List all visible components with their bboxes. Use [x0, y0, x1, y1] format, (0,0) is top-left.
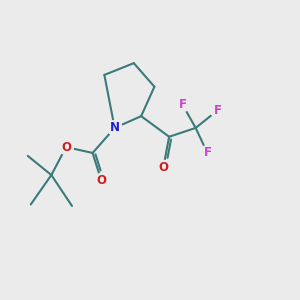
- Circle shape: [210, 103, 225, 118]
- Text: F: F: [203, 146, 211, 159]
- Circle shape: [156, 160, 171, 175]
- Text: F: F: [214, 104, 222, 117]
- Text: O: O: [61, 141, 71, 154]
- Text: O: O: [158, 161, 168, 174]
- Circle shape: [200, 146, 215, 160]
- Circle shape: [175, 97, 190, 112]
- Text: O: O: [96, 174, 106, 188]
- Text: N: N: [110, 122, 120, 134]
- Text: F: F: [178, 98, 186, 111]
- Circle shape: [59, 140, 74, 154]
- Circle shape: [94, 174, 109, 188]
- Circle shape: [107, 121, 122, 135]
